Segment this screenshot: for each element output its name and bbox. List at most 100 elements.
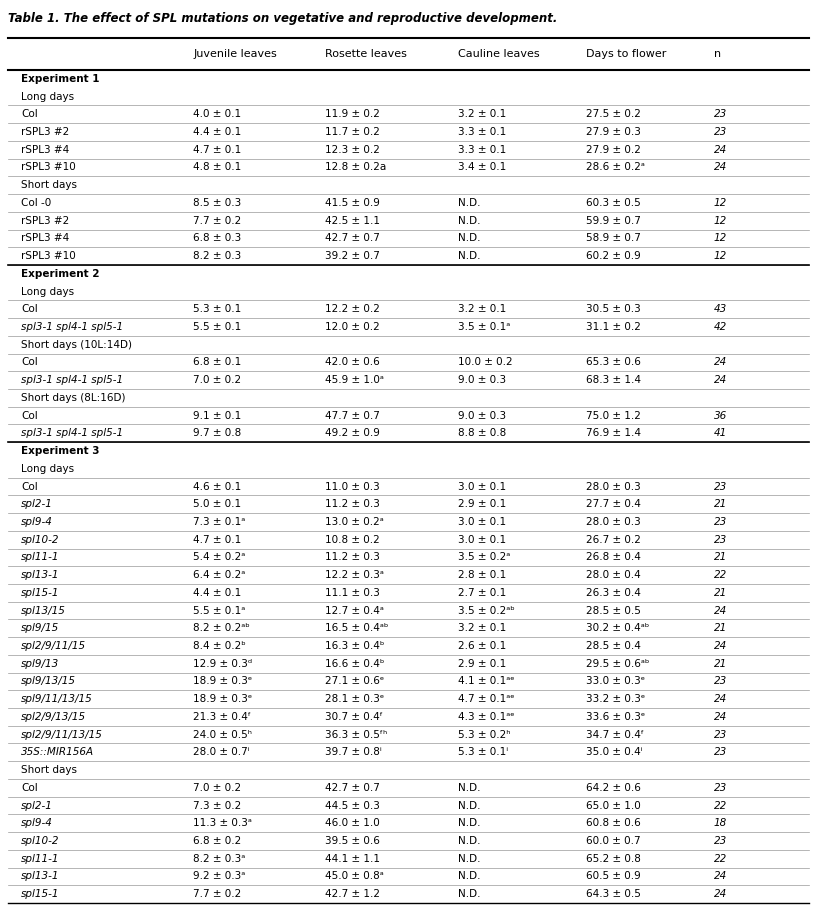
Text: Long days: Long days [21, 287, 74, 297]
Text: N.D.: N.D. [458, 233, 480, 243]
Text: 47.7 ± 0.7: 47.7 ± 0.7 [325, 411, 380, 421]
Text: 23: 23 [714, 535, 727, 545]
Text: 33.2 ± 0.3ᵉ: 33.2 ± 0.3ᵉ [586, 694, 645, 704]
Text: spl13-1: spl13-1 [21, 570, 60, 580]
Text: 7.3 ± 0.2: 7.3 ± 0.2 [194, 801, 242, 811]
Text: spl11-1: spl11-1 [21, 552, 60, 562]
Text: 76.9 ± 1.4: 76.9 ± 1.4 [586, 428, 641, 438]
Text: 64.3 ± 0.5: 64.3 ± 0.5 [586, 889, 641, 899]
Text: 11.2 ± 0.3: 11.2 ± 0.3 [325, 552, 380, 562]
Text: N.D.: N.D. [458, 854, 480, 864]
Text: 60.2 ± 0.9: 60.2 ± 0.9 [586, 251, 641, 261]
Text: spl2/9/11/13/15: spl2/9/11/13/15 [21, 730, 103, 740]
Text: N.D.: N.D. [458, 872, 480, 882]
Text: spl13-1: spl13-1 [21, 872, 60, 882]
Text: 75.0 ± 1.2: 75.0 ± 1.2 [586, 411, 641, 421]
Text: N.D.: N.D. [458, 783, 480, 793]
Text: 3.0 ± 0.1: 3.0 ± 0.1 [458, 535, 506, 545]
Text: 58.9 ± 0.7: 58.9 ± 0.7 [586, 233, 641, 243]
Text: 23: 23 [714, 836, 727, 846]
Text: 39.2 ± 0.7: 39.2 ± 0.7 [325, 251, 380, 261]
Text: Col: Col [21, 109, 38, 119]
Text: spl15-1: spl15-1 [21, 588, 60, 598]
Text: 10.8 ± 0.2: 10.8 ± 0.2 [325, 535, 380, 545]
Text: 31.1 ± 0.2: 31.1 ± 0.2 [586, 322, 641, 332]
Text: 2.8 ± 0.1: 2.8 ± 0.1 [458, 570, 506, 580]
Text: 8.4 ± 0.2ᵇ: 8.4 ± 0.2ᵇ [194, 641, 246, 651]
Text: 28.0 ± 0.3: 28.0 ± 0.3 [586, 517, 641, 527]
Text: 8.5 ± 0.3: 8.5 ± 0.3 [194, 198, 242, 208]
Text: 41: 41 [714, 428, 727, 438]
Text: N.D.: N.D. [458, 836, 480, 846]
Text: 11.9 ± 0.2: 11.9 ± 0.2 [325, 109, 380, 119]
Text: 11.3 ± 0.3ᵃ: 11.3 ± 0.3ᵃ [194, 818, 252, 828]
Text: 44.1 ± 1.1: 44.1 ± 1.1 [325, 854, 381, 864]
Text: 7.7 ± 0.2: 7.7 ± 0.2 [194, 889, 242, 899]
Text: 26.8 ± 0.4: 26.8 ± 0.4 [586, 552, 641, 562]
Text: 60.0 ± 0.7: 60.0 ± 0.7 [586, 836, 641, 846]
Text: 8.2 ± 0.2ᵃᵇ: 8.2 ± 0.2ᵃᵇ [194, 623, 250, 633]
Text: 60.5 ± 0.9: 60.5 ± 0.9 [586, 872, 641, 882]
Text: 24: 24 [714, 711, 727, 722]
Text: 5.3 ± 0.1ⁱ: 5.3 ± 0.1ⁱ [458, 747, 507, 757]
Text: 3.5 ± 0.2ᵃᵇ: 3.5 ± 0.2ᵃᵇ [458, 606, 515, 616]
Text: N.D.: N.D. [458, 216, 480, 226]
Text: 3.4 ± 0.1: 3.4 ± 0.1 [458, 162, 506, 172]
Text: 18.9 ± 0.3ᵉ: 18.9 ± 0.3ᵉ [194, 677, 252, 687]
Text: 10.0 ± 0.2: 10.0 ± 0.2 [458, 357, 512, 367]
Text: 5.0 ± 0.1: 5.0 ± 0.1 [194, 499, 241, 509]
Text: Col: Col [21, 482, 38, 492]
Text: 41.5 ± 0.9: 41.5 ± 0.9 [325, 198, 380, 208]
Text: spl2/9/11/15: spl2/9/11/15 [21, 641, 86, 651]
Text: 46.0 ± 1.0: 46.0 ± 1.0 [325, 818, 380, 828]
Text: 23: 23 [714, 783, 727, 793]
Text: 42.0 ± 0.6: 42.0 ± 0.6 [325, 357, 380, 367]
Text: 27.9 ± 0.2: 27.9 ± 0.2 [586, 145, 641, 155]
Text: Experiment 2: Experiment 2 [21, 269, 100, 279]
Text: 34.7 ± 0.4ᶠ: 34.7 ± 0.4ᶠ [586, 730, 644, 740]
Text: 3.0 ± 0.1: 3.0 ± 0.1 [458, 482, 506, 492]
Text: spl3-1 spl4-1 spl5-1: spl3-1 spl4-1 spl5-1 [21, 322, 123, 332]
Text: 3.2 ± 0.1: 3.2 ± 0.1 [458, 109, 506, 119]
Text: rSPL3 #2: rSPL3 #2 [21, 127, 69, 137]
Text: spl9-4: spl9-4 [21, 818, 53, 828]
Text: 16.3 ± 0.4ᵇ: 16.3 ± 0.4ᵇ [325, 641, 385, 651]
Text: Long days: Long days [21, 92, 74, 102]
Text: 45.0 ± 0.8ᵃ: 45.0 ± 0.8ᵃ [325, 872, 384, 882]
Text: 24: 24 [714, 162, 727, 172]
Text: 4.4 ± 0.1: 4.4 ± 0.1 [194, 127, 242, 137]
Text: 24.0 ± 0.5ʰ: 24.0 ± 0.5ʰ [194, 730, 252, 740]
Text: N.D.: N.D. [458, 889, 480, 899]
Text: Col: Col [21, 357, 38, 367]
Text: 11.0 ± 0.3: 11.0 ± 0.3 [325, 482, 380, 492]
Text: spl2/9/13/15: spl2/9/13/15 [21, 711, 86, 722]
Text: rSPL3 #10: rSPL3 #10 [21, 251, 76, 261]
Text: spl10-2: spl10-2 [21, 535, 60, 545]
Text: N.D.: N.D. [458, 801, 480, 811]
Text: 8.2 ± 0.3ᵃ: 8.2 ± 0.3ᵃ [194, 854, 245, 864]
Text: 45.9 ± 1.0ᵃ: 45.9 ± 1.0ᵃ [325, 375, 384, 385]
Text: 42.7 ± 1.2: 42.7 ± 1.2 [325, 889, 381, 899]
Text: spl11-1: spl11-1 [21, 854, 60, 864]
Text: 4.0 ± 0.1: 4.0 ± 0.1 [194, 109, 241, 119]
Text: 29.5 ± 0.6ᵃᵇ: 29.5 ± 0.6ᵃᵇ [586, 659, 649, 669]
Text: 4.7 ± 0.1: 4.7 ± 0.1 [194, 145, 242, 155]
Text: 26.7 ± 0.2: 26.7 ± 0.2 [586, 535, 641, 545]
Text: 28.0 ± 0.4: 28.0 ± 0.4 [586, 570, 641, 580]
Text: 9.2 ± 0.3ᵃ: 9.2 ± 0.3ᵃ [194, 872, 245, 882]
Text: spl15-1: spl15-1 [21, 889, 60, 899]
Text: 22: 22 [714, 801, 727, 811]
Text: 21: 21 [714, 623, 727, 633]
Text: 30.5 ± 0.3: 30.5 ± 0.3 [586, 304, 641, 314]
Text: spl3-1 spl4-1 spl5-1: spl3-1 spl4-1 spl5-1 [21, 428, 123, 438]
Text: 4.4 ± 0.1: 4.4 ± 0.1 [194, 588, 242, 598]
Text: Col -0: Col -0 [21, 198, 51, 208]
Text: 12: 12 [714, 216, 727, 226]
Text: 3.5 ± 0.2ᵃ: 3.5 ± 0.2ᵃ [458, 552, 510, 562]
Text: 6.8 ± 0.2: 6.8 ± 0.2 [194, 836, 242, 846]
Text: 3.3 ± 0.1: 3.3 ± 0.1 [458, 127, 506, 137]
Text: Long days: Long days [21, 464, 74, 474]
Text: 11.1 ± 0.3: 11.1 ± 0.3 [325, 588, 380, 598]
Text: 39.5 ± 0.6: 39.5 ± 0.6 [325, 836, 380, 846]
Text: 65.2 ± 0.8: 65.2 ± 0.8 [586, 854, 641, 864]
